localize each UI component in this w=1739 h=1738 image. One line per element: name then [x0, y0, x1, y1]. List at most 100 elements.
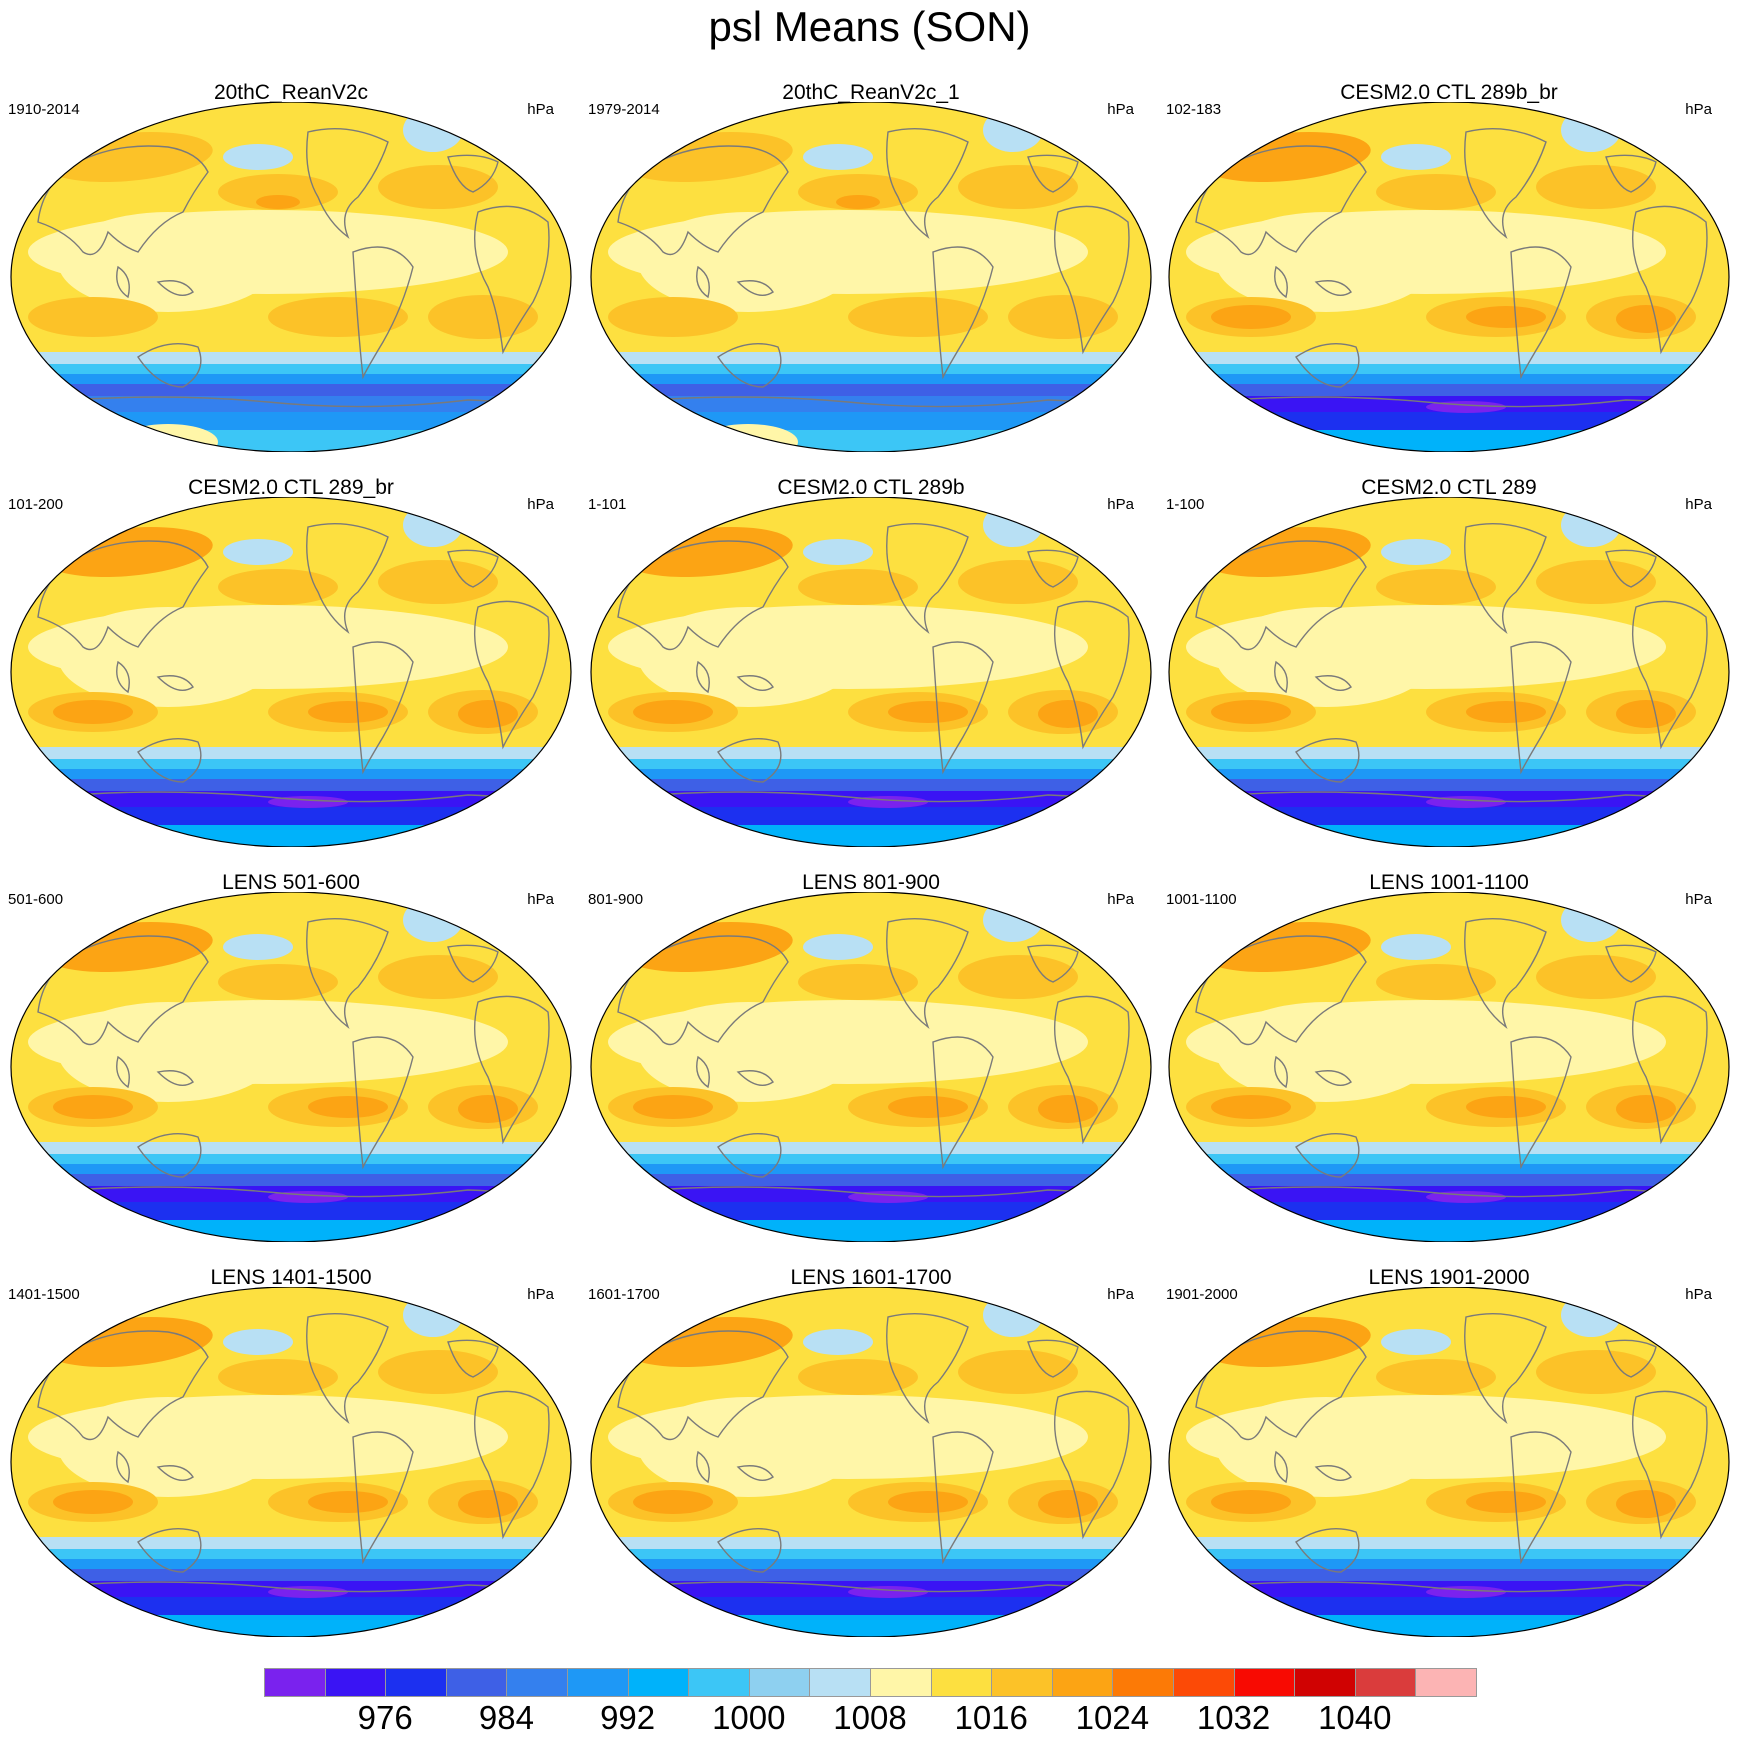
- indo-pacific-low: [58, 1397, 278, 1497]
- map-panel: 20thC_ReanV2c_1 1979-2014 hPa: [588, 80, 1154, 452]
- south-pacific-high-core: [308, 1491, 388, 1513]
- continent-outline: [137, 342, 202, 388]
- icelandic-low: [983, 1293, 1043, 1337]
- continent-outline: [1314, 675, 1352, 691]
- panel-year-range: 1001-1100: [1166, 891, 1237, 908]
- north-pacific-high-core: [836, 195, 880, 209]
- continent-outline: [617, 935, 789, 1046]
- map-projection: [1168, 497, 1730, 847]
- colorbar-tick-label: 1040: [1318, 1699, 1392, 1736]
- southern-ocean-band: [11, 825, 571, 847]
- continent-outline: [717, 1132, 782, 1178]
- indo-pacific-low: [1216, 607, 1436, 707]
- continent-outline: [447, 549, 499, 588]
- north-pacific-high: [218, 1359, 338, 1395]
- south-atlantic-high-core: [1038, 700, 1098, 728]
- indian-ocean-high-core: [633, 1095, 713, 1119]
- continent-outline: [717, 737, 782, 783]
- continent-outline: [717, 1527, 782, 1573]
- colorbar-swatch: [809, 1668, 871, 1697]
- panel-title: LENS 1601-1700: [790, 1266, 952, 1289]
- azores-high: [958, 165, 1078, 209]
- map-projection: [10, 102, 572, 452]
- continent-outline: [736, 1465, 774, 1481]
- south-pacific-high-core: [1466, 701, 1546, 723]
- continent-outline: [306, 918, 389, 1030]
- continent-outline: [1314, 1070, 1352, 1086]
- continent-outline: [447, 944, 499, 983]
- map-panel: LENS 1001-1100 1001-1100 hPa: [1166, 870, 1732, 1242]
- indian-ocean-high-core: [53, 700, 133, 724]
- north-pacific-high: [1376, 1359, 1496, 1395]
- indo-pacific-low: [58, 1002, 278, 1102]
- south-atlantic-high-core: [1616, 305, 1676, 333]
- continent-outline: [1464, 128, 1547, 240]
- map-panel: CESM2.0 CTL 289b 1-101 hPa: [588, 475, 1154, 847]
- continent-outline: [156, 675, 194, 691]
- continent-outline: [352, 641, 414, 775]
- pressure-field: [591, 892, 1151, 1242]
- colorbar-swatch: [870, 1668, 932, 1697]
- panel-year-range: 1910-2014: [8, 101, 80, 118]
- continent-outline: [352, 246, 414, 380]
- map-border: [10, 102, 572, 452]
- icelandic-low: [1561, 503, 1621, 547]
- continent-outline: [447, 154, 499, 193]
- colorbar-swatch: [991, 1668, 1053, 1697]
- continent-outline: [1464, 1313, 1547, 1425]
- pressure-field: [11, 892, 571, 1242]
- colorbar-swatch: [1294, 1668, 1356, 1697]
- panel-units: hPa: [1685, 891, 1712, 908]
- panel-year-range: 1401-1500: [8, 1286, 80, 1303]
- icelandic-low: [983, 108, 1043, 152]
- pressure-field: [591, 497, 1151, 847]
- colorbar-swatch: [567, 1668, 629, 1697]
- colorbar-swatch: [688, 1668, 750, 1697]
- map-panel: CESM2.0 CTL 289 1-100 hPa: [1166, 475, 1732, 847]
- south-pacific-high-core: [308, 1096, 388, 1118]
- continent-outline: [617, 1330, 789, 1441]
- south-pacific-high-core: [888, 701, 968, 723]
- panel-units: hPa: [1107, 891, 1134, 908]
- continent-outline: [932, 1431, 994, 1565]
- colorbar-swatch: [1173, 1668, 1235, 1697]
- continent-outline: [447, 1339, 499, 1378]
- panel-title: LENS 1401-1500: [210, 1266, 372, 1289]
- colorbar-swatch: [324, 1668, 387, 1697]
- south-atlantic-high: [428, 295, 538, 339]
- south-atlantic-high-core: [1616, 1490, 1676, 1518]
- south-atlantic-high-core: [1616, 700, 1676, 728]
- continent-outline: [1053, 600, 1130, 750]
- azores-high: [378, 560, 498, 604]
- continent-outline: [1631, 205, 1708, 355]
- indian-ocean-high: [28, 297, 158, 337]
- colorbar-swatch: [1051, 1668, 1114, 1697]
- map-panel: LENS 501-600 501-600 hPa: [8, 870, 574, 1242]
- continent-outline: [1605, 549, 1657, 588]
- north-pacific-high: [218, 964, 338, 1000]
- south-pacific-high-core: [1466, 1096, 1546, 1118]
- panel-title: 20thC_ReanV2c: [213, 81, 369, 104]
- field-north: [11, 497, 571, 552]
- aleutian-low: [223, 144, 293, 170]
- colorbar-swatch: [385, 1668, 447, 1697]
- indian-ocean-high-core: [1211, 1095, 1291, 1119]
- map-projection: [1168, 892, 1730, 1242]
- south-pacific-high-core: [888, 1096, 968, 1118]
- icelandic-low: [1561, 1293, 1621, 1337]
- continent-outline: [1053, 995, 1130, 1145]
- southern-ocean-band: [1169, 825, 1729, 847]
- icelandic-low: [403, 108, 463, 152]
- field-north: [591, 497, 1151, 552]
- continent-outline: [1605, 944, 1657, 983]
- continent-outline: [1631, 600, 1708, 750]
- continent-outline: [137, 737, 202, 783]
- continent-outline: [37, 935, 209, 1046]
- continent-outline: [306, 128, 389, 240]
- continent-outline: [736, 280, 774, 296]
- southern-ocean-band: [11, 1220, 571, 1242]
- continent-outline: [1195, 540, 1367, 651]
- continent-outline: [1295, 342, 1360, 388]
- panel-year-range: 102-183: [1166, 101, 1222, 118]
- colorbar-swatch: [627, 1668, 690, 1697]
